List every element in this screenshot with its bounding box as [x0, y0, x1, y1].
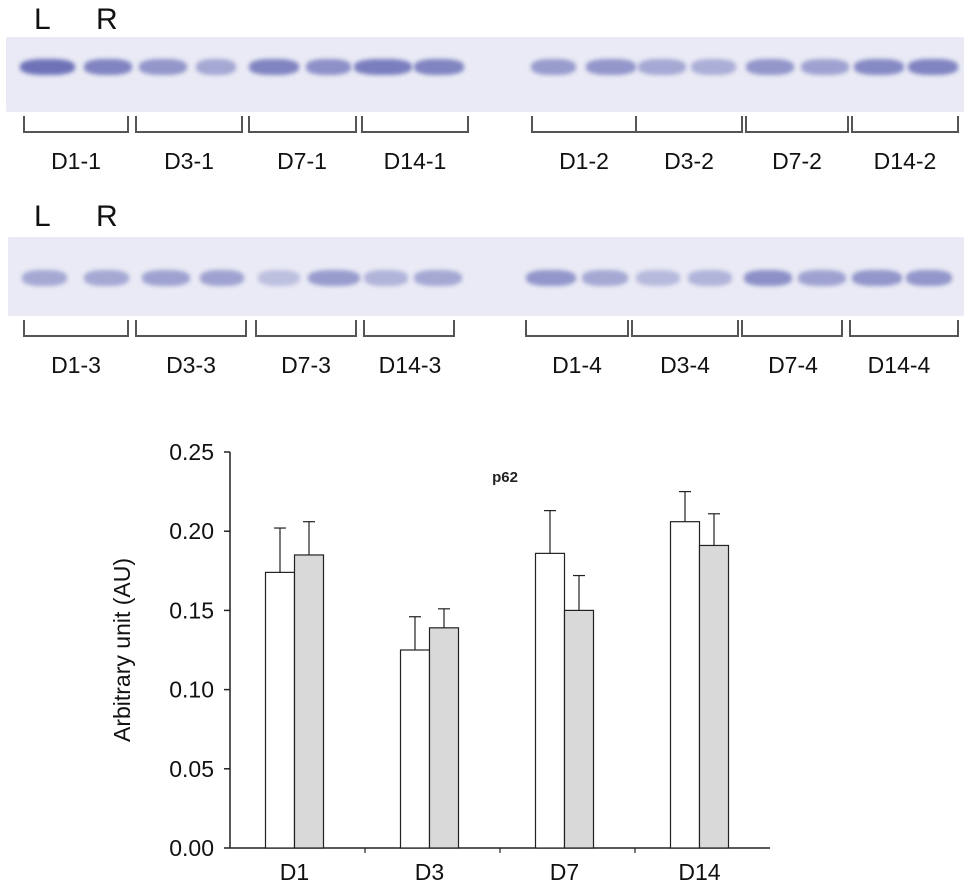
blot-band	[354, 59, 412, 75]
blot-band	[84, 59, 132, 75]
blot-band	[306, 59, 351, 75]
blot-band	[691, 59, 736, 75]
lane-label-right-row1: R	[96, 3, 118, 36]
blot-band	[586, 59, 636, 75]
blot-label-d7-3: D7-3	[281, 352, 331, 378]
blot-band	[84, 270, 129, 286]
bar	[563, 609, 595, 849]
blot-label-d3-1: D3-1	[164, 148, 214, 174]
blot-band	[906, 270, 952, 286]
blot-label-d14-4: D14-4	[867, 352, 931, 378]
blot-band	[308, 270, 360, 286]
blot-band	[638, 59, 686, 75]
blot-label-d7-2: D7-2	[772, 148, 822, 174]
x-axis: D1 D3 D7 D14	[230, 847, 770, 885]
blot-label-d14-1: D14-1	[383, 148, 447, 174]
blot-band	[142, 270, 190, 286]
blot-label-d1-4: D1-4	[552, 352, 602, 378]
blot-label-d1-1: D1-1	[51, 148, 101, 174]
blot-band	[258, 270, 300, 286]
y-tick-label: 0.00	[169, 835, 214, 861]
lane-brackets	[23, 116, 959, 337]
blot-label-d1-2: D1-2	[559, 148, 609, 174]
blot-band	[908, 59, 958, 75]
y-axis-label: Arbitrary unit (AU)	[109, 558, 135, 742]
lane-label-right-row2: R	[96, 200, 118, 233]
x-tick-label: D3	[415, 859, 444, 885]
bar	[534, 552, 566, 849]
y-tick-label: 0.05	[169, 756, 214, 782]
blot-band	[744, 270, 792, 286]
blot-label-d3-3: D3-3	[166, 352, 216, 378]
y-tick-label: 0.15	[169, 597, 214, 623]
y-tick-label: 0.25	[169, 439, 214, 465]
lane-label-left-row1: L	[34, 3, 51, 36]
blot-band	[801, 59, 849, 75]
blot-band	[20, 59, 75, 75]
blot-label-d7-4: D7-4	[768, 352, 818, 378]
blot-band	[364, 270, 408, 286]
blot-label-d14-2: D14-2	[873, 148, 937, 174]
blot-band	[636, 270, 680, 286]
blot-band	[798, 270, 846, 286]
western-blot-row1	[6, 37, 964, 112]
blot-band	[854, 59, 904, 75]
blot-band	[688, 270, 732, 286]
p62-bar-chart: p62 Arbitrary unit (AU) 0.00 0.05 0.10 0.15…	[109, 439, 770, 885]
blot-band	[414, 59, 464, 75]
blot-band	[526, 270, 576, 286]
blot-band	[531, 59, 576, 75]
blot-band	[200, 270, 244, 286]
bar	[428, 627, 460, 849]
blot-band	[196, 59, 236, 75]
y-axis: 0.00 0.05 0.10 0.15 0.20 0.25	[169, 439, 231, 861]
x-tick-label: D1	[280, 859, 309, 885]
blot-label-d1-3: D1-3	[51, 352, 101, 378]
bars	[264, 490, 730, 849]
x-tick-label: D7	[550, 859, 579, 885]
y-tick-label: 0.10	[169, 677, 214, 703]
blot-label-d14-3: D14-3	[378, 352, 442, 378]
x-tick-label: D14	[678, 859, 720, 885]
blot-label-d3-4: D3-4	[660, 352, 710, 378]
blot-band	[852, 270, 902, 286]
y-tick-label: 0.20	[169, 518, 214, 544]
blot-band	[746, 59, 794, 75]
blot-band	[582, 270, 628, 286]
blot-label-d7-1: D7-1	[277, 148, 327, 174]
bar	[399, 649, 431, 849]
western-blot-row2	[8, 237, 964, 316]
chart-title: p62	[492, 469, 518, 486]
blot-band	[414, 270, 462, 286]
bar	[669, 521, 701, 849]
lane-label-left-row2: L	[34, 200, 51, 233]
blot-label-d3-2: D3-2	[664, 148, 714, 174]
blot-band	[249, 59, 299, 75]
blot-band	[22, 270, 67, 286]
bar	[264, 571, 296, 849]
bar	[698, 544, 730, 849]
blot-band	[139, 59, 187, 75]
bar	[293, 554, 325, 849]
